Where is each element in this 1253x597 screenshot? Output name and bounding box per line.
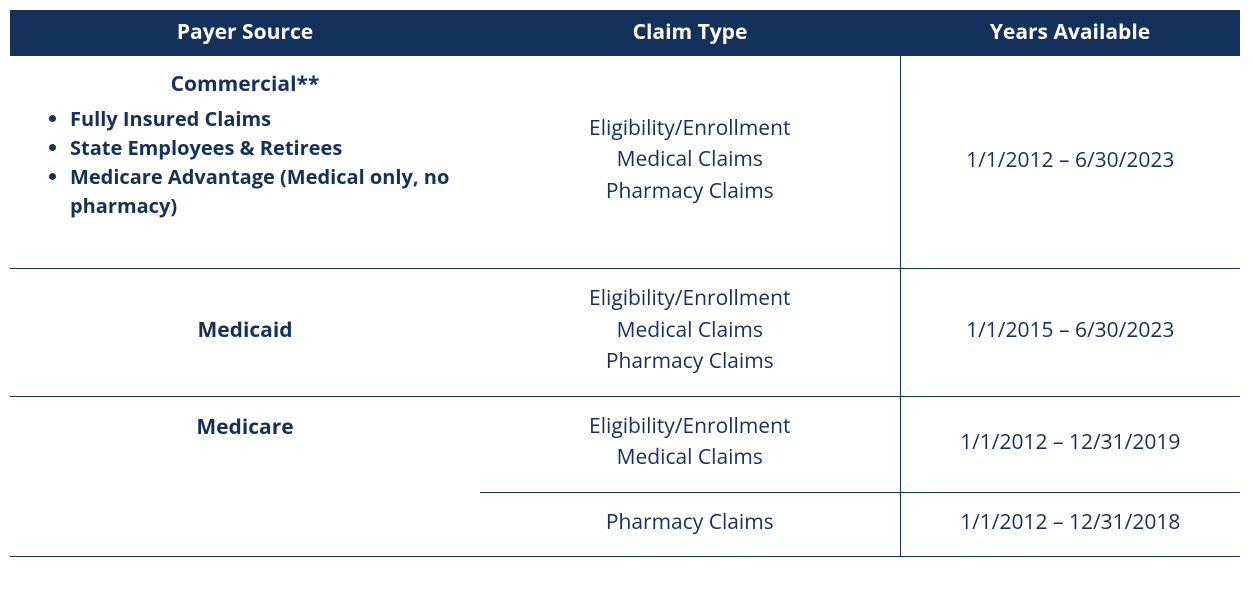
claim-type-line: Eligibility/Enrollment [500,283,880,315]
payer-source-cell-medicaid: Medicaid [10,269,480,397]
claim-type-line: Pharmacy Claims [500,176,880,208]
claim-type-cell-medicaid: Eligibility/Enrollment Medical Claims Ph… [480,269,900,397]
claim-type-line: Pharmacy Claims [500,507,880,539]
claim-type-cell-medicare-2: Pharmacy Claims [480,492,900,557]
commercial-bullet: State Employees & Retirees [70,133,460,162]
payer-source-cell-medicare: Medicare [10,396,480,557]
claim-type-line: Eligibility/Enrollment [500,411,880,443]
claim-type-line: Medical Claims [500,315,880,347]
claim-type-cell-medicare-1: Eligibility/Enrollment Medical Claims [480,396,900,492]
table-row: Medicare Eligibility/Enrollment Medical … [10,396,1240,492]
years-cell-medicare-2: 1/1/2012 – 12/31/2018 [900,492,1240,557]
years-cell-commercial: 1/1/2012 – 6/30/2023 [900,56,1240,269]
payer-source-cell-commercial: Commercial** Fully Insured Claims State … [10,56,480,269]
commercial-subitems-list: Fully Insured Claims State Employees & R… [30,104,460,220]
commercial-bullet: Fully Insured Claims [70,104,460,133]
col-header-claim-type: Claim Type [480,10,900,56]
table-row: Medicaid Eligibility/Enrollment Medical … [10,269,1240,397]
table-row: Commercial** Fully Insured Claims State … [10,56,1240,269]
claim-type-line: Medical Claims [500,442,880,474]
col-header-years-available: Years Available [900,10,1240,56]
table-header: Payer Source Claim Type Years Available [10,10,1240,56]
col-header-payer-source: Payer Source [10,10,480,56]
claim-type-line: Pharmacy Claims [500,346,880,378]
claim-type-cell-commercial: Eligibility/Enrollment Medical Claims Ph… [480,56,900,269]
claims-availability-table: Payer Source Claim Type Years Available … [10,10,1240,557]
payer-title-commercial: Commercial** [30,70,460,98]
claim-type-line: Medical Claims [500,144,880,176]
commercial-bullet: Medicare Advantage (Medical only, no pha… [70,162,460,220]
years-cell-medicaid: 1/1/2015 – 6/30/2023 [900,269,1240,397]
years-cell-medicare-1: 1/1/2012 – 12/31/2019 [900,396,1240,492]
claim-type-line: Eligibility/Enrollment [500,113,880,145]
